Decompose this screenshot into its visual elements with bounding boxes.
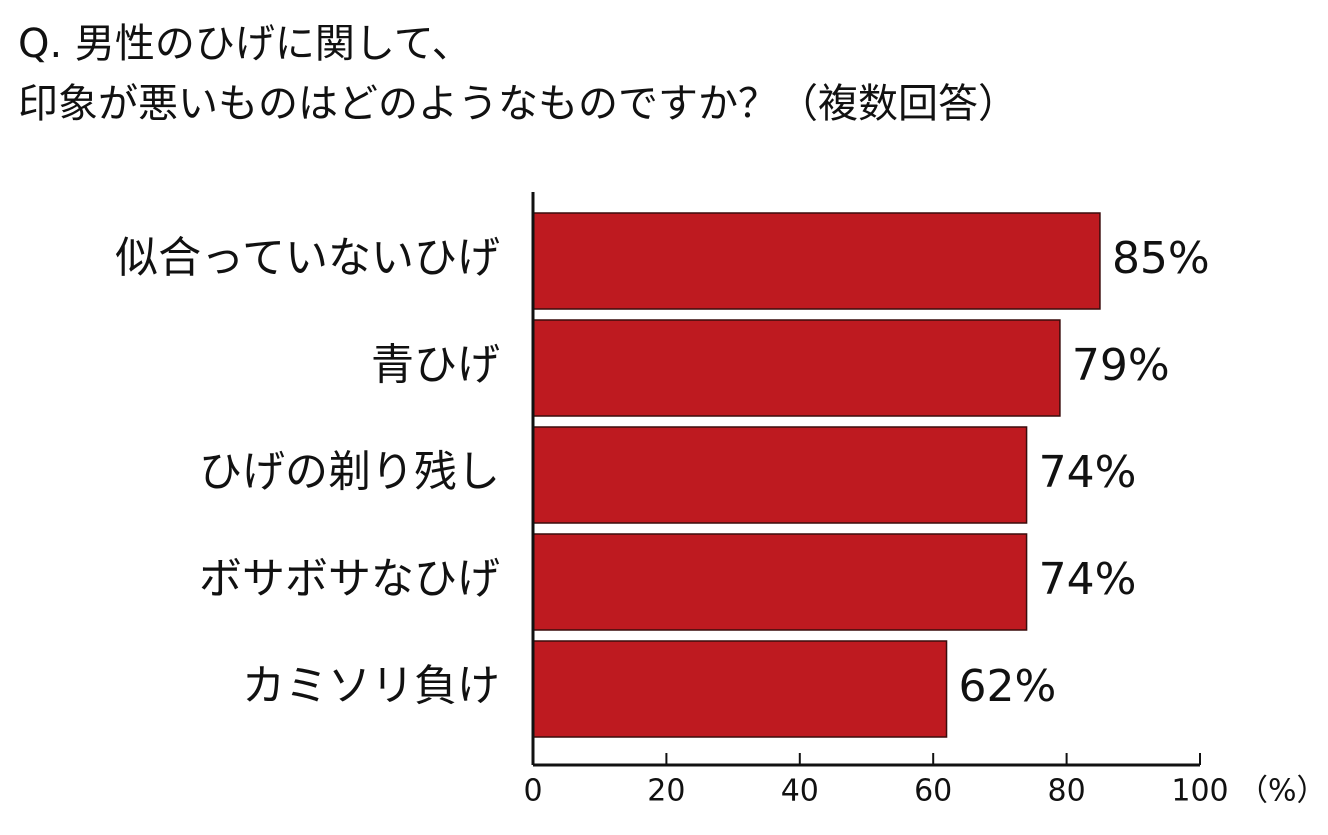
chart-title: 印象が悪いものはどのようなものですか？（複数回答） <box>18 81 1018 127</box>
category-label: 青ひげ <box>371 341 500 391</box>
x-tick-label: 80 <box>1048 774 1086 809</box>
bar <box>532 319 1061 417</box>
value-label: 62% <box>959 661 1057 712</box>
bar <box>532 640 948 738</box>
category-label: カミソリ負け <box>242 662 500 712</box>
value-label: 85% <box>1112 233 1210 284</box>
value-label: 79% <box>1072 340 1170 391</box>
bar <box>532 533 1028 631</box>
x-tick-label: 0 <box>523 774 542 809</box>
bar <box>532 426 1028 524</box>
x-tick-label: 100 <box>1171 774 1228 809</box>
chart-title: Q. 男性のひげに関して、 <box>18 21 472 67</box>
category-label: ひげの剃り残し <box>199 448 500 498</box>
value-label: 74% <box>1039 554 1137 605</box>
x-axis-unit: （%） <box>1238 774 1327 809</box>
value-label: 74% <box>1039 447 1137 498</box>
category-label: ボサボサなひげ <box>199 555 500 605</box>
category-label: 似合っていないひげ <box>115 234 500 284</box>
x-tick-label: 40 <box>781 774 819 809</box>
x-tick-label: 60 <box>914 774 952 809</box>
bar <box>532 212 1101 310</box>
x-tick-label: 20 <box>647 774 685 809</box>
